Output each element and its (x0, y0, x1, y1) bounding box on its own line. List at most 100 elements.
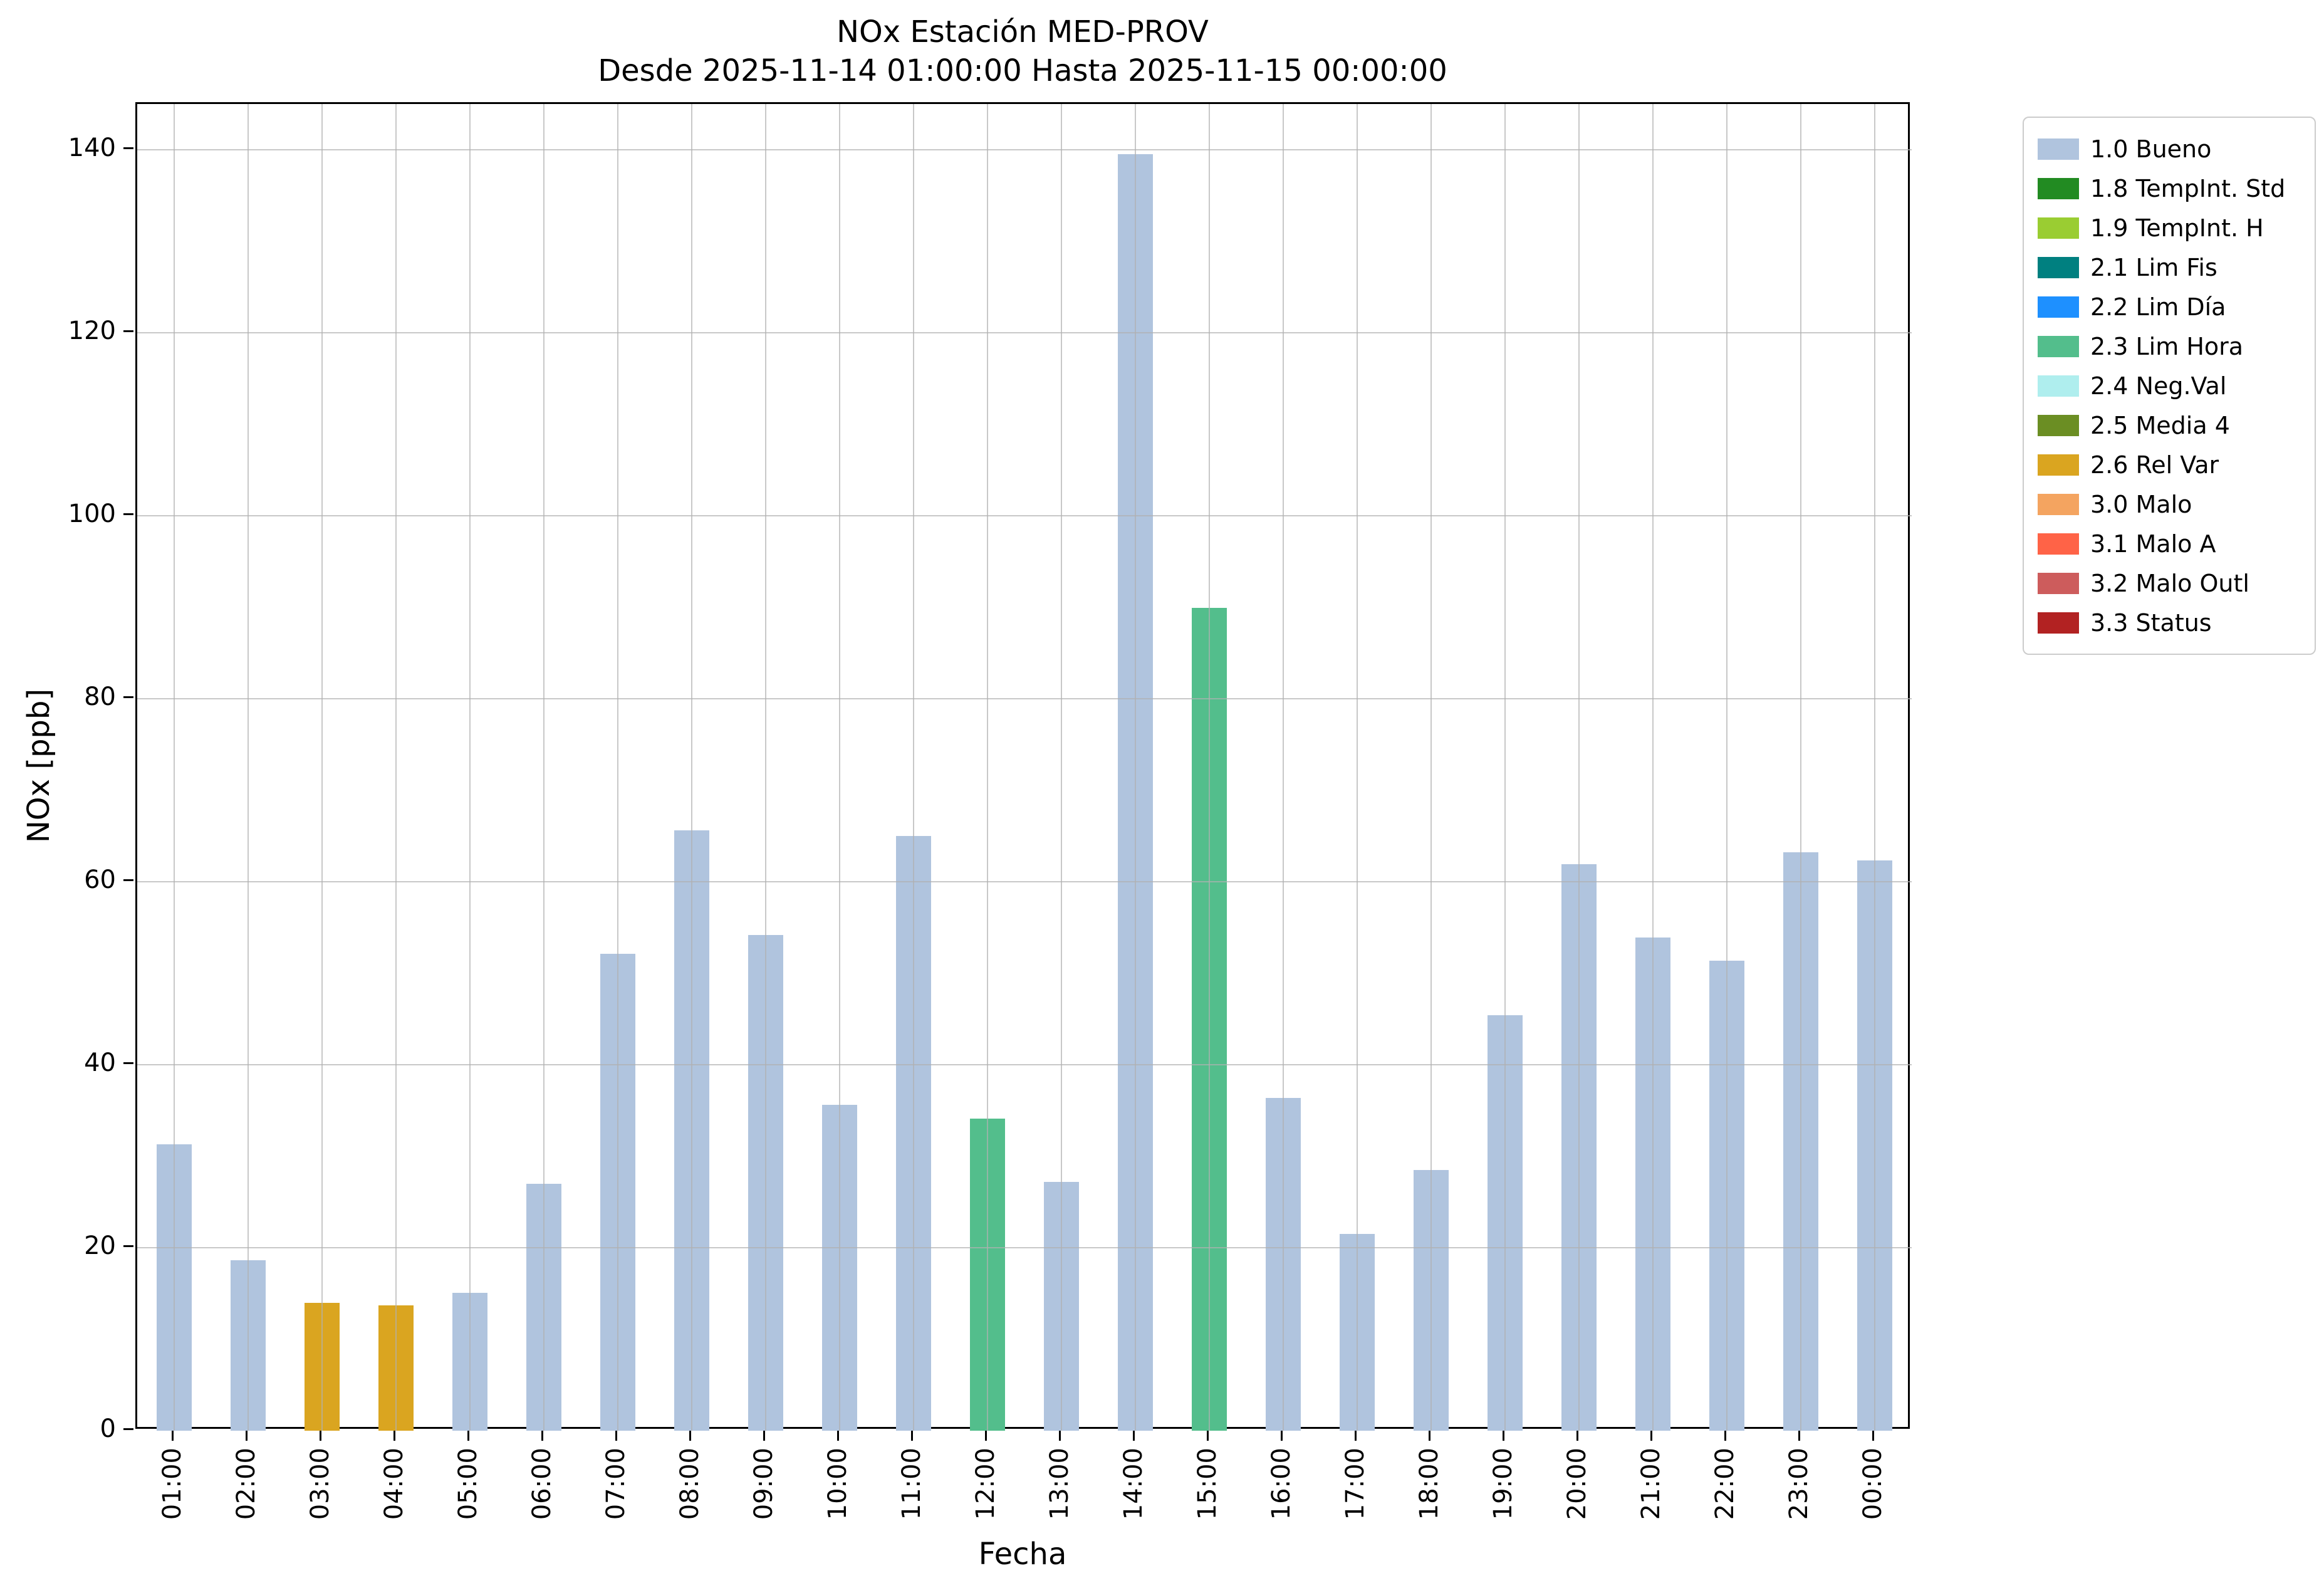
legend-label: 2.3 Lim Hora (2090, 332, 2244, 360)
x-tick-label: 22:00 (1711, 1448, 1739, 1520)
x-tick-label: 19:00 (1489, 1448, 1518, 1520)
y-tick-mark (123, 147, 133, 149)
y-tick-mark (123, 330, 133, 332)
chart-subtitle: Desde 2025-11-14 01:00:00 Hasta 2025-11-… (598, 53, 1447, 88)
x-tick-label: 13:00 (1045, 1448, 1074, 1520)
x-tick-mark (1280, 1431, 1283, 1441)
gridline-vertical (1283, 104, 1284, 1431)
gridline-vertical (174, 104, 175, 1431)
gridline-vertical (1430, 104, 1432, 1431)
gridline-vertical (1578, 104, 1580, 1431)
x-tick-label: 08:00 (675, 1448, 704, 1520)
y-tick-mark (123, 879, 133, 881)
x-tick-label: 07:00 (602, 1448, 630, 1520)
legend-label: 3.0 Malo (2090, 490, 2192, 518)
x-tick-mark (910, 1431, 913, 1441)
x-tick-label: 17:00 (1341, 1448, 1370, 1520)
legend-swatch (2038, 454, 2079, 476)
y-tick-mark (123, 513, 133, 515)
gridline-vertical (1800, 104, 1801, 1431)
x-tick-label: 10:00 (823, 1448, 852, 1520)
gridline-vertical (617, 104, 618, 1431)
x-tick-mark (689, 1431, 691, 1441)
x-tick-label: 15:00 (1193, 1448, 1222, 1520)
x-tick-label: 09:00 (749, 1448, 778, 1520)
gridline-vertical (1504, 104, 1506, 1431)
gridline-horizontal (137, 881, 1912, 882)
x-tick-label: 20:00 (1563, 1448, 1592, 1520)
legend-swatch (2038, 256, 2079, 278)
gridline-horizontal (137, 149, 1912, 150)
gridline-vertical (1357, 104, 1358, 1431)
chart-title: NOx Estación MED-PROV (836, 14, 1209, 50)
legend-label: 2.1 Lim Fis (2090, 253, 2217, 281)
gridline-horizontal (137, 332, 1912, 333)
gridline-horizontal (137, 698, 1912, 699)
legend-item: 2.5 Media 4 (2038, 405, 2301, 445)
x-tick-label: 05:00 (454, 1448, 482, 1520)
y-tick-label: 60 (84, 865, 116, 894)
legend-label: 2.5 Media 4 (2090, 411, 2230, 439)
gridline-vertical (1652, 104, 1654, 1431)
y-tick-label: 120 (68, 316, 116, 345)
legend-item: 2.4 Neg.Val (2038, 366, 2301, 405)
y-tick-mark (123, 1428, 133, 1430)
legend-label: 1.0 Bueno (2090, 135, 2212, 163)
legend-swatch (2038, 335, 2079, 357)
x-tick-label: 12:00 (971, 1448, 1000, 1520)
x-tick-label: 01:00 (158, 1448, 187, 1520)
x-tick-label: 23:00 (1785, 1448, 1813, 1520)
legend-item: 2.3 Lim Hora (2038, 326, 2301, 366)
legend-swatch (2038, 493, 2079, 515)
legend-item: 3.1 Malo A (2038, 524, 2301, 563)
legend-item: 3.0 Malo (2038, 484, 2301, 524)
legend-item: 1.8 TempInt. Std (2038, 169, 2301, 208)
gridline-vertical (1135, 104, 1136, 1431)
gridline-vertical (765, 104, 766, 1431)
x-tick-mark (541, 1431, 543, 1441)
x-tick-mark (1132, 1431, 1135, 1441)
x-tick-label: 16:00 (1267, 1448, 1296, 1520)
gridline-vertical (1874, 104, 1875, 1431)
legend-label: 3.1 Malo A (2090, 530, 2216, 558)
legend-item: 1.9 TempInt. H (2038, 208, 2301, 248)
x-tick-mark (319, 1431, 321, 1441)
legend-label: 2.6 Rel Var (2090, 451, 2219, 479)
legend-swatch (2038, 414, 2079, 436)
x-tick-mark (245, 1431, 248, 1441)
legend-swatch (2038, 177, 2079, 199)
x-tick-mark (615, 1431, 617, 1441)
legend-swatch (2038, 612, 2079, 634)
legend-label: 3.2 Malo Outl (2090, 569, 2249, 597)
legend-list: 1.0 Bueno 1.8 TempInt. Std 1.9 TempInt. H 2… (2038, 129, 2301, 642)
legend-swatch (2038, 572, 2079, 594)
legend-item: 3.2 Malo Outl (2038, 563, 2301, 603)
x-tick-mark (1724, 1431, 1726, 1441)
x-tick-label: 18:00 (1415, 1448, 1444, 1520)
gridline-horizontal (137, 515, 1912, 516)
gridline-vertical (395, 104, 397, 1431)
x-tick-mark (1872, 1431, 1874, 1441)
x-tick-label: 02:00 (232, 1448, 261, 1520)
x-tick-mark (1058, 1431, 1061, 1441)
x-tick-mark (1650, 1431, 1652, 1441)
gridline-vertical (913, 104, 914, 1431)
y-tick-mark (123, 1245, 133, 1247)
legend-label: 1.9 TempInt. H (2090, 214, 2264, 242)
x-tick-label: 00:00 (1858, 1448, 1887, 1520)
x-tick-mark (984, 1431, 987, 1441)
x-tick-mark (1206, 1431, 1209, 1441)
legend-item: 1.0 Bueno (2038, 129, 2301, 169)
chart-title-block: NOx Estación MED-PROV Desde 2025-11-14 0… (135, 13, 1910, 90)
legend-swatch (2038, 533, 2079, 555)
legend-label: 3.3 Status (2090, 609, 2212, 637)
x-axis-label: Fecha (978, 1537, 1067, 1572)
gridline-vertical (543, 104, 545, 1431)
gridline-vertical (1061, 104, 1062, 1431)
y-tick-label: 20 (84, 1231, 116, 1260)
x-tick-mark (393, 1431, 395, 1441)
x-tick-mark (836, 1431, 839, 1441)
y-tick-label: 80 (84, 682, 116, 711)
